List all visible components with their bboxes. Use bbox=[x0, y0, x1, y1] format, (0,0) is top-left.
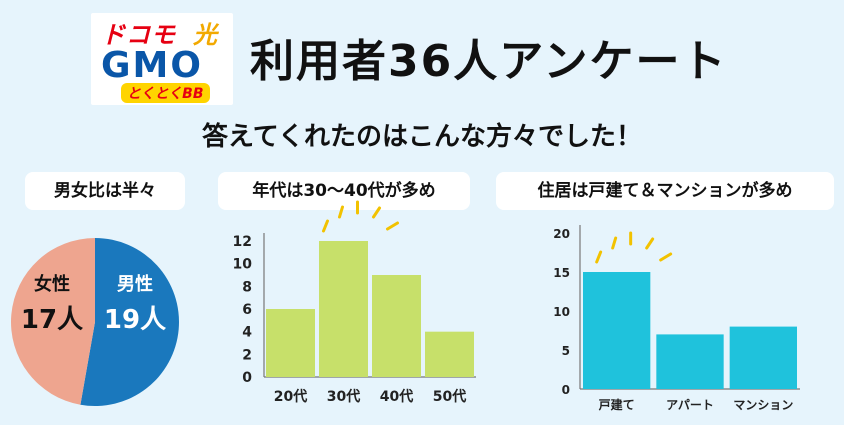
x-tick-label: 20代 bbox=[274, 388, 307, 405]
x-tick-label: 30代 bbox=[327, 388, 360, 405]
y-tick-label: 0 bbox=[562, 383, 570, 397]
y-tick-label: 5 bbox=[562, 344, 570, 358]
pie-slice-female bbox=[11, 238, 96, 405]
x-tick-label: アパート bbox=[666, 398, 714, 412]
page-title: 利用者36人アンケート bbox=[250, 36, 728, 87]
housing-bar-chart: 0 5 10 15 20 戸建て アパート マンション bbox=[553, 225, 800, 412]
y-tick-label: 6 bbox=[242, 302, 252, 318]
x-tick-label: マンション bbox=[733, 398, 793, 412]
y-tick-label: 15 bbox=[553, 266, 570, 280]
x-tick-label: 50代 bbox=[433, 388, 466, 405]
age-bar-chart: 0 2 4 6 8 10 12 20代 30代 40代 50代 bbox=[233, 200, 476, 405]
bar-2-sparkle-3 bbox=[372, 206, 381, 219]
logo-gmo-text: GMO bbox=[101, 45, 203, 86]
bar-1-sparkle-1 bbox=[611, 236, 618, 250]
bar-1-sparkle-4 bbox=[659, 252, 673, 262]
housing-chart-title: 住居は戸建て＆マンションが多め bbox=[496, 172, 834, 210]
bar-2 bbox=[656, 334, 724, 389]
gender-pie-chart: 女性 17人 男性 19人 bbox=[11, 238, 179, 406]
logo-docomo-text: ドコモ bbox=[101, 21, 176, 49]
bar-3 bbox=[729, 326, 797, 389]
bar-2-sparkle-1 bbox=[338, 205, 344, 219]
y-tick-label: 0 bbox=[242, 370, 252, 386]
y-tick-label: 10 bbox=[233, 257, 253, 273]
pie-value-male: 19人 bbox=[104, 305, 166, 335]
page-subtitle: 答えてくれたのはこんな方々でした！ bbox=[202, 122, 642, 152]
y-tick-label: 12 bbox=[233, 234, 252, 250]
y-tick-label: 10 bbox=[553, 305, 570, 319]
bar-4 bbox=[425, 331, 474, 377]
docomo-hikari-logo: ドコモ 光 GMO とくとくBB bbox=[91, 13, 233, 105]
y-tick-label: 4 bbox=[242, 325, 252, 341]
bar-2-sparkle-4 bbox=[386, 221, 399, 231]
bar-3 bbox=[372, 275, 421, 377]
bar-1-sparkle-0 bbox=[595, 250, 603, 264]
x-tick-label: 40代 bbox=[380, 388, 413, 405]
pie-label-male: 男性 bbox=[117, 273, 153, 295]
y-tick-label: 2 bbox=[242, 347, 252, 363]
bar-1 bbox=[583, 272, 651, 389]
age-chart-title: 年代は30〜40代が多め bbox=[218, 172, 470, 210]
y-tick-label: 8 bbox=[242, 279, 252, 295]
bar-2 bbox=[319, 241, 368, 377]
pie-slice-male bbox=[80, 238, 179, 406]
gender-chart-title: 男女比は半々 bbox=[25, 172, 185, 210]
pie-label-female: 女性 bbox=[34, 273, 70, 295]
pie-value-female: 17人 bbox=[21, 305, 83, 335]
x-tick-label: 戸建て bbox=[599, 397, 635, 412]
logo-tokutoku-text: とくとくBB bbox=[121, 83, 210, 103]
logo-hikari-text: 光 bbox=[193, 21, 217, 49]
bar-2-sparkle-0 bbox=[322, 219, 329, 233]
bar-1 bbox=[266, 309, 315, 377]
y-tick-label: 20 bbox=[553, 227, 570, 241]
bar-1-sparkle-3 bbox=[645, 237, 655, 250]
